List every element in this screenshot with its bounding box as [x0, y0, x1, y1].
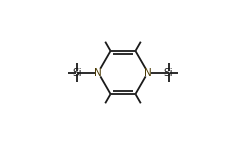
Text: Si: Si [164, 68, 173, 77]
Text: N: N [94, 68, 102, 77]
Text: Si: Si [73, 68, 82, 77]
Text: N: N [144, 68, 152, 77]
